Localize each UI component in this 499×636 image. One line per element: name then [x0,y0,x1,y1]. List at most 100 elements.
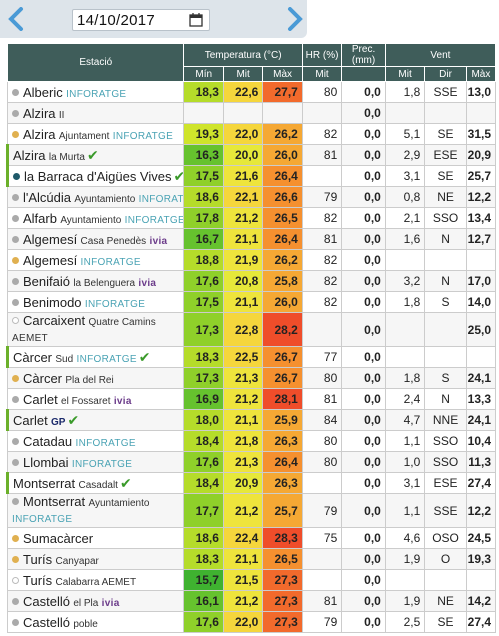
table-row[interactable]: Alfarb Ayuntamiento INFORATGE 17,8 21,2 26,… [6,207,497,229]
subheader-temp-mean[interactable]: Mit [222,66,264,82]
header-precipitation[interactable]: Prec. (mm) [341,43,386,67]
wind-direction-cell: SE [424,123,467,145]
station-cell[interactable]: Alberic INFORATGE [6,81,185,103]
subheader-temp-max[interactable]: Màx [262,66,303,82]
table-row[interactable]: Alzira II 0,0 [6,102,497,124]
station-name[interactable]: la Barraca d'Aigües Vives [24,168,172,184]
station-cell[interactable]: Benimodo INFORATGE [6,291,185,313]
precipitation-cell: 0,0 [341,144,386,166]
table-row[interactable]: Castelló poble 17,6 22,0 27,3 79 0,0 2,5 SE 27,4 [6,611,497,633]
station-name[interactable]: Turís [23,572,53,588]
station-cell[interactable]: Turís Canyapar [6,548,185,570]
subheader-temp-min[interactable]: Mín [183,66,224,82]
table-row[interactable]: Montserrat Ayuntamiento INFORATGE 17,7 21,2… [6,493,497,528]
table-row[interactable]: Turís Calabarra AEMET 15,7 21,5 27,3 0,0 [6,569,497,591]
table-row[interactable]: Alberic INFORATGE 18,3 22,6 27,7 80 0,0 1,8 SSE… [6,81,497,103]
wind-mean-cell: 4,6 [384,527,426,549]
subheader-wind-max[interactable]: Màx [465,66,497,82]
station-name[interactable]: l'Alcúdia [23,189,72,205]
station-name[interactable]: Càrcer [23,370,63,386]
station-name[interactable]: Carcaixent [23,312,86,328]
station-name[interactable]: Carlet [13,412,48,428]
table-row[interactable]: Benimodo INFORATGE 17,5 21,1 26,0 82 0,0 1,8 S 1… [6,291,497,313]
station-cell[interactable]: Algemesí Casa Penedès ivia [6,228,185,250]
station-cell[interactable]: Carlet GP ✔ [5,409,185,431]
station-name[interactable]: Alzira [13,147,46,163]
station-cell[interactable]: Montserrat Casadalt ✔ [5,472,185,494]
station-cell[interactable]: l'Alcúdia Ayuntamiento INFORATGE [6,186,185,208]
table-row[interactable]: Carlet GP ✔ 18,0 21,1 25,9 84 0,0 4,7 NNE 24,1 [5,409,497,431]
station-cell[interactable]: Montserrat Ayuntamiento INFORATGE [6,493,185,528]
subheader-wind-mean[interactable]: Mit [384,66,426,82]
table-row[interactable]: Turís Canyapar 18,3 21,1 26,5 0,0 1,9 O 19,3 [6,548,497,570]
station-cell[interactable]: Alzira Ajuntament INFORATGE [6,123,185,145]
table-row[interactable]: Benifaió la Belenguera ivia 17,6 20,8 25,8 8… [6,270,497,292]
station-cell[interactable]: Castelló el Pla ivia [6,590,185,612]
station-name[interactable]: Càrcer [13,349,53,365]
table-row[interactable]: Alzira Ajuntament INFORATGE 19,3 22,0 26,2 8… [6,123,497,145]
table-row[interactable]: Càrcer Sud INFORATGE ✔ 18,3 22,5 26,7 77 0,0 [5,346,497,368]
station-name[interactable]: Benifaió [23,273,70,289]
station-cell[interactable]: Turís Calabarra AEMET [6,569,185,591]
station-cell[interactable]: Castelló poble [6,611,185,633]
station-cell[interactable]: Alzira II [6,102,185,124]
temp-min-cell: 18,3 [183,81,224,103]
precipitation-cell: 0,0 [341,165,386,187]
station-location: II [58,109,65,121]
subheader-humidity-mean[interactable]: Mit [301,66,343,82]
station-cell[interactable]: Càrcer Sud INFORATGE ✔ [5,346,185,368]
station-cell[interactable]: Llombai INFORATGE [6,451,185,473]
wind-direction-cell: ESE [424,144,467,166]
station-name[interactable]: Algemesí [23,252,78,268]
station-cell[interactable]: Sumacàrcer [6,527,185,549]
station-name[interactable]: Castelló [23,593,70,609]
station-cell[interactable]: Alfarb Ayuntamiento INFORATGE [6,207,185,229]
table-row[interactable]: Llombai INFORATGE 17,6 21,3 26,4 80 0,0 1,0 SSO… [6,451,497,473]
station-cell[interactable]: Alzira la Murta ✔ [5,144,185,166]
station-name[interactable]: Alberic [23,84,63,100]
station-name[interactable]: Castelló [23,614,70,630]
wind-max-cell: 20,9 [465,144,497,166]
temp-mean-cell: 22,5 [222,346,264,368]
station-cell[interactable]: Benifaió la Belenguera ivia [6,270,185,292]
station-cell[interactable]: Algemesí INFORATGE [6,249,185,271]
header-station[interactable]: Estació [6,43,185,82]
table-row[interactable]: Sumacàrcer 18,6 22,4 28,3 75 0,0 4,6 OSO 24,5 [6,527,497,549]
table-row[interactable]: Catadau INFORATGE 18,4 21,8 26,3 80 0,0 1,1 SSO… [6,430,497,452]
table-row[interactable]: Algemesí Casa Penedès ivia 16,7 21,1 26,4 81… [6,228,497,250]
station-name[interactable]: Carlet [23,391,58,407]
station-cell[interactable]: Carcaixent Quatre Camins AEMET [6,312,185,347]
header-humidity[interactable]: HR (%) [301,43,343,67]
table-row[interactable]: Carcaixent Quatre Camins AEMET 17,3 22,8 28,… [6,312,497,347]
header-temperature[interactable]: Temperatura (°C) [183,43,303,67]
station-name[interactable]: Sumacàrcer [23,530,94,546]
station-name[interactable]: Catadau [23,433,73,449]
station-cell[interactable]: Càrcer Pla del Rei [6,367,185,389]
station-name[interactable]: Benimodo [23,294,82,310]
station-name[interactable]: Alzira [23,105,56,121]
table-row[interactable]: Montserrat Casadalt ✔ 18,4 20,9 26,3 0,0 3,1 ES… [5,472,497,494]
station-name[interactable]: Alfarb [23,210,57,226]
table-row[interactable]: Càrcer Pla del Rei 17,3 21,3 26,7 80 0,0 1,8 S 2… [6,367,497,389]
station-cell[interactable]: la Barraca d'Aigües Vives✔ [5,165,185,187]
station-name[interactable]: Montserrat [23,493,86,509]
station-name[interactable]: Alzira [23,126,56,142]
date-input[interactable]: 14/10/2017 [72,9,210,31]
subheader-wind-dir[interactable]: Dir [424,66,467,82]
station-name[interactable]: Algemesí [23,231,78,247]
header-wind[interactable]: Vent [384,43,497,67]
table-row[interactable]: Alzira la Murta ✔ 16,3 20,0 26,0 81 0,0 2,9 ESE 2… [5,144,497,166]
table-row[interactable]: Castelló el Pla ivia 16,1 21,2 27,3 81 0,0 1,9… [6,590,497,612]
station-name[interactable]: Turís [23,551,53,567]
station-name[interactable]: Llombai [23,454,69,470]
table-row[interactable]: Algemesí INFORATGE 18,8 21,9 26,2 82 0,0 [6,249,497,271]
table-row[interactable]: l'Alcúdia Ayuntamiento INFORATGE18,622,1… [6,186,497,208]
table-row[interactable]: la Barraca d'Aigües Vives✔17,521,626,4 0,… [5,165,497,187]
station-cell[interactable]: Carlet el Fossaret ivia [6,388,185,410]
station-name[interactable]: Montserrat [13,475,76,491]
station-cell[interactable]: Catadau INFORATGE [6,430,185,452]
calendar-icon[interactable] [189,13,203,27]
chevron-right-icon[interactable] [285,7,305,31]
chevron-left-icon[interactable] [6,7,26,31]
table-row[interactable]: Carlet el Fossaret ivia 16,9 21,2 28,1 81 0,0… [6,388,497,410]
